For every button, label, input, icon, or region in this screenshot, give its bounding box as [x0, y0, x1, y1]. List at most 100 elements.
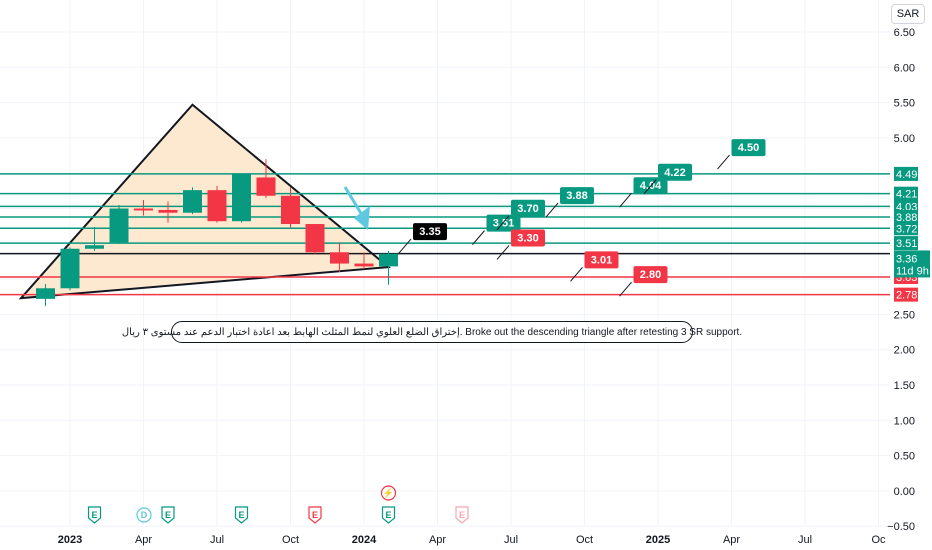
candle [281, 187, 300, 229]
y-tick-label: 2.50 [894, 309, 915, 321]
event-marker: E [161, 506, 175, 524]
candle-body [207, 190, 227, 222]
y-tick-label: 2.00 [894, 345, 915, 357]
x-tick-label: Jul [504, 534, 518, 546]
x-tick-label: Oc [871, 534, 886, 546]
target-leader [398, 238, 412, 254]
target-box [658, 163, 692, 181]
x-tick-label: Oct [576, 534, 593, 546]
current-price-countdown: 11d 9h [896, 265, 929, 277]
target-labels: 3.35 3.513.30 3.70 3.88 3.01 4.04 2.80 4.22 4.50 [398, 139, 766, 297]
candle [379, 250, 398, 285]
breakout-arrow-icon [343, 186, 370, 230]
event-letter: E [165, 510, 171, 520]
event-badge [87, 506, 102, 524]
event-letter: E [459, 510, 465, 520]
target-value: 3.30 [517, 232, 538, 244]
analysis-annotation: إختراق الضلع العلوي لنمط المثلث الهابط ب… [122, 321, 742, 343]
candle-body [36, 288, 55, 299]
candle [232, 173, 251, 223]
y-tick-label: 1.00 [894, 415, 915, 427]
target-box [633, 266, 668, 284]
price-tag: 4.21 [894, 186, 918, 201]
candle-body [85, 245, 104, 249]
candle-body [232, 173, 251, 222]
candle-body [183, 190, 202, 213]
target-box [584, 251, 619, 269]
target-label: 2.80 [619, 266, 668, 297]
target-box [560, 187, 594, 205]
target-leader [619, 192, 632, 208]
event-circle [380, 485, 397, 501]
price-tag: 4.49 [894, 166, 918, 181]
event-badge [308, 506, 322, 524]
event-letter: E [385, 510, 391, 520]
x-tick-label: Oct [282, 534, 299, 546]
candle-body [354, 263, 374, 267]
candle [60, 247, 80, 291]
x-tick-label: 2024 [352, 534, 377, 546]
event-letter: E [312, 510, 318, 520]
price-tag-box [894, 236, 918, 251]
price-level-labels: 4.494.214.033.883.723.513.032.783.3611d … [894, 166, 930, 302]
candle [36, 284, 55, 306]
candle [109, 204, 129, 244]
target-box [511, 229, 545, 247]
y-tick-label: 0.00 [894, 486, 915, 498]
y-tick-label: −0.50 [887, 521, 915, 533]
x-tick-label: Apr [135, 534, 152, 546]
target-value: 4.50 [738, 142, 759, 154]
target-label: 3.35 [398, 223, 447, 254]
price-tag-value: 4.21 [896, 189, 917, 201]
price-tag: 3.88 [894, 209, 918, 224]
target-value: 3.01 [591, 254, 612, 266]
currency-selector[interactable]: SAR [891, 4, 925, 24]
x-axis: 2023 Apr Jul Oct 2024 Apr Jul Oct 2025 Apr Jul Oc [58, 534, 886, 546]
target-value: 2.80 [640, 269, 661, 281]
event-badge [234, 506, 249, 524]
event-marker: ⚡ [380, 485, 397, 501]
x-tick-label: Apr [429, 534, 446, 546]
target-value: 4.22 [664, 167, 685, 179]
event-badge [455, 506, 469, 524]
target-leader [545, 202, 559, 218]
target-label: 3.01 [570, 251, 619, 282]
event-circle [136, 507, 152, 523]
target-label: 3.51 [472, 214, 521, 245]
candle [85, 226, 104, 251]
price-tag: 3.72 [894, 221, 918, 236]
current-price-value: 3.36 [896, 253, 917, 265]
candle-body [109, 208, 129, 243]
candle-body [134, 208, 153, 211]
y-tick-label: 6.50 [894, 27, 915, 39]
event-badge [381, 506, 396, 524]
x-tick-label: 2025 [646, 534, 670, 546]
candle [256, 159, 276, 198]
descending-triangle-pattern [18, 103, 392, 300]
price-tag-box [894, 199, 918, 214]
event-letter: D [141, 510, 148, 520]
target-label: 3.88 [545, 187, 594, 218]
candle [183, 187, 202, 215]
event-marker: E [234, 506, 249, 524]
target-value: 3.70 [517, 203, 538, 215]
target-leader [472, 230, 485, 245]
x-tick-label: 2023 [58, 534, 82, 546]
event-marker: E [308, 506, 322, 524]
y-tick-label: 5.00 [894, 133, 915, 145]
x-tick-label: Apr [723, 534, 740, 546]
price-tag-value: 4.49 [896, 169, 917, 181]
target-leader [643, 179, 657, 195]
event-letter: ⚡ [383, 487, 394, 499]
candle-body [60, 248, 80, 289]
candle-body [305, 224, 325, 253]
price-tag-box [894, 287, 918, 302]
candle [354, 252, 374, 270]
event-badge [161, 506, 175, 524]
price-tag-value: 3.72 [896, 223, 917, 235]
event-marker: E [455, 506, 469, 524]
current-price-box [894, 250, 930, 278]
x-tick-label: Jul [798, 534, 812, 546]
